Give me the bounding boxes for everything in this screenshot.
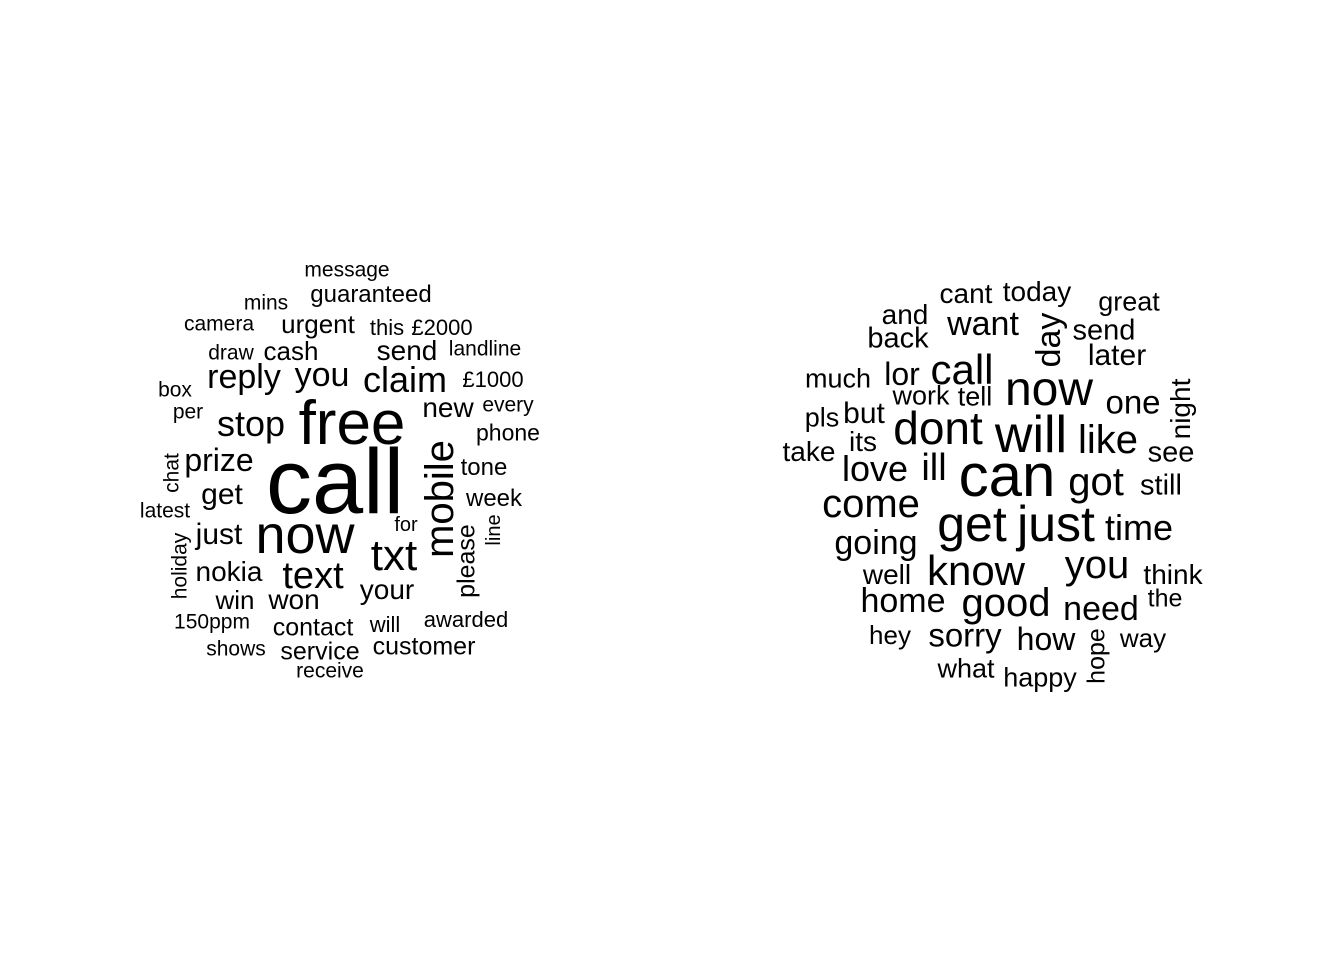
word: hey (869, 620, 911, 650)
word: landline (448, 337, 522, 361)
word: come (822, 482, 920, 526)
word: night (1165, 378, 1196, 440)
word: the (1147, 584, 1183, 613)
word: well (862, 559, 912, 590)
word: happy (1003, 662, 1077, 693)
word: prize (184, 442, 254, 478)
word: hope (1082, 628, 1111, 684)
word: 150ppm (174, 610, 250, 634)
word: tone (460, 454, 508, 481)
word: urgent (281, 309, 355, 339)
word: ill (921, 447, 947, 489)
word: one (1105, 383, 1161, 421)
word: win (215, 585, 255, 615)
word: love (841, 448, 909, 489)
word: dont (893, 402, 983, 454)
word: sorry (928, 616, 1002, 654)
word: lor (884, 356, 920, 392)
word: time (1104, 507, 1174, 548)
word: now (1004, 363, 1094, 416)
word: box (158, 378, 192, 402)
word: awarded (423, 607, 509, 632)
word: service (280, 637, 360, 666)
word: phone (476, 419, 540, 446)
word: good (961, 581, 1051, 625)
word: free (298, 389, 406, 458)
word: tell (957, 381, 993, 412)
word: day (1030, 312, 1068, 368)
word: receive (296, 659, 364, 683)
word: latest (139, 499, 191, 523)
word: take (782, 436, 836, 467)
word: cant (939, 278, 993, 309)
word: get (937, 496, 1007, 552)
word: call (265, 431, 405, 533)
word: draw (208, 341, 254, 365)
word: message (304, 258, 390, 282)
word: what (937, 653, 995, 684)
word: text (282, 555, 344, 597)
word: send (1072, 314, 1136, 347)
word: way (1119, 623, 1167, 653)
word: just (195, 518, 243, 551)
word: shows (206, 637, 266, 661)
word: £2000 (411, 315, 473, 340)
word: you (294, 356, 350, 394)
word: your (359, 574, 415, 605)
word: and (881, 299, 929, 330)
word: pls (804, 402, 840, 433)
word: nokia (195, 556, 263, 587)
word: great (1098, 286, 1160, 317)
word: claim (362, 359, 448, 400)
word: week (465, 485, 523, 512)
word: like (1077, 418, 1139, 462)
word: need (1063, 590, 1139, 628)
word: want (947, 305, 1019, 343)
word: see (1147, 436, 1195, 469)
word: today (1002, 276, 1072, 307)
word: its (849, 426, 877, 457)
word: how (1016, 621, 1076, 657)
word: send (376, 335, 438, 366)
word: contact (272, 613, 354, 642)
word: reply (207, 358, 281, 396)
word: know (926, 547, 1026, 594)
word: mins (243, 291, 289, 315)
word: camera (183, 312, 255, 336)
word: every (482, 393, 534, 417)
word: stop (216, 403, 286, 444)
word: still (1140, 469, 1182, 502)
word: txt (370, 531, 418, 580)
word: later (1087, 339, 1147, 372)
word: will (369, 612, 401, 637)
word: just (1017, 496, 1095, 552)
word: this (369, 315, 405, 340)
word: £1000 (462, 367, 524, 392)
word: now (255, 505, 355, 565)
word: get (201, 478, 243, 511)
word: for (394, 514, 418, 536)
word: work (892, 380, 950, 411)
word: but (843, 397, 885, 430)
word: call (930, 346, 994, 393)
word: will (994, 406, 1068, 464)
word: won (268, 584, 320, 615)
word: going (834, 524, 918, 562)
word: new (422, 392, 474, 423)
word: guaranteed (310, 281, 432, 308)
word: can (958, 442, 1056, 509)
word: cash (263, 336, 319, 366)
word: customer (372, 632, 476, 661)
word: you (1064, 543, 1130, 587)
word: home (860, 582, 946, 620)
word: think (1143, 559, 1203, 590)
word: much (804, 363, 872, 394)
word: got (1068, 460, 1124, 504)
word: per (172, 400, 204, 424)
word: back (867, 322, 929, 355)
